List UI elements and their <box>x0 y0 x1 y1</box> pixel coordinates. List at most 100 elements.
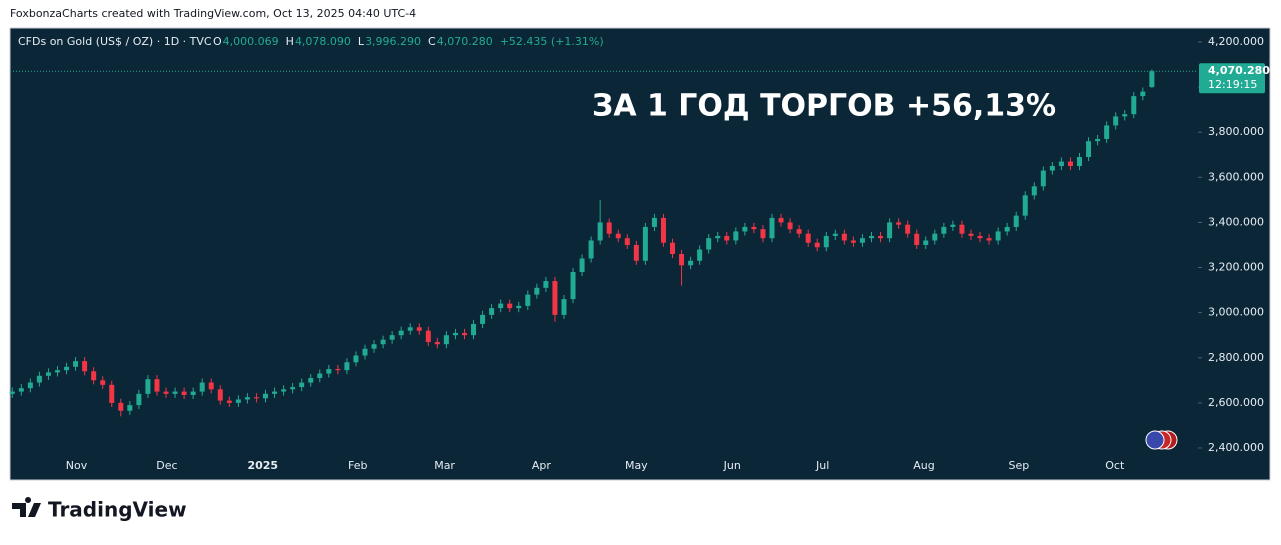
candles <box>9 69 1155 417</box>
candle-body <box>660 217 666 243</box>
candle-body <box>905 224 911 234</box>
candle-body <box>398 330 404 336</box>
candle-body <box>679 254 685 266</box>
candle-body <box>1113 116 1119 126</box>
candle-body <box>416 327 422 331</box>
candle-body <box>199 382 205 392</box>
candle-body <box>507 303 513 309</box>
candle-body <box>480 314 486 324</box>
candle-body <box>362 348 368 356</box>
candle-body <box>18 388 24 392</box>
candle-body <box>27 382 33 389</box>
header: FoxbonzaCharts created with TradingView.… <box>10 7 416 20</box>
candle-body <box>498 303 504 309</box>
annotation: ЗА 1 ГОД ТОРГОВ +56,13% <box>592 89 1056 124</box>
candle-body <box>579 258 585 273</box>
x-tick-label: Jun <box>723 459 741 472</box>
candle-body <box>914 233 920 245</box>
flags <box>1145 430 1178 450</box>
candle-body <box>787 222 793 230</box>
x-tick-label: Mar <box>434 459 455 472</box>
candle-body <box>45 372 51 376</box>
candle-body <box>923 240 929 245</box>
candle-body <box>244 397 250 400</box>
candle-body <box>145 379 151 394</box>
candle-body <box>272 391 278 394</box>
y-tick-label: 3,600.000 <box>1208 170 1264 183</box>
candle-body <box>1049 166 1055 171</box>
candle-body <box>91 371 97 381</box>
symbol: CFDs on Gold (US$ / OZ) · 1D · TVC <box>18 35 212 48</box>
candle-body <box>633 244 639 261</box>
candle-body <box>941 226 947 234</box>
candle-body <box>208 382 214 390</box>
change: +52.435 (+1.31%) <box>500 35 604 48</box>
candle-body <box>1140 91 1146 97</box>
candle-body <box>263 393 269 399</box>
candle-body <box>606 222 612 234</box>
candle-body <box>1058 161 1064 167</box>
candle-body <box>670 242 676 254</box>
candle-body <box>452 332 458 336</box>
candle-body <box>380 339 386 345</box>
candle-body <box>1095 138 1101 142</box>
candle-body <box>588 240 594 259</box>
candle-body <box>281 389 287 392</box>
candle-body <box>1077 157 1083 167</box>
candle-body <box>353 355 359 363</box>
y-tick-label: 3,000.000 <box>1208 306 1264 319</box>
candle-body <box>1040 170 1046 187</box>
candle-body <box>335 369 341 371</box>
candle-body <box>471 323 477 336</box>
candle-body <box>796 229 802 234</box>
candle-body <box>326 369 332 374</box>
candle-body <box>461 332 467 336</box>
x-tick-label: Aug <box>913 459 934 472</box>
x-tick-label: May <box>625 459 648 472</box>
x-tick-label: Jul <box>815 459 829 472</box>
candle-body <box>814 242 820 248</box>
candle-body <box>805 233 811 243</box>
candle-body <box>489 308 495 315</box>
countdown: 12:19:15 <box>1208 78 1257 91</box>
candle-body <box>1086 141 1092 158</box>
candle-body <box>308 378 314 383</box>
candle-body <box>1031 186 1037 196</box>
candle-body <box>896 222 902 225</box>
candle-body <box>832 233 838 236</box>
candle-body <box>64 366 70 371</box>
ohlc-letter: C <box>428 35 436 48</box>
candle-body <box>534 287 540 295</box>
x-tick-label: Dec <box>156 459 177 472</box>
candle-body <box>1022 195 1028 216</box>
candle-body <box>688 260 694 266</box>
ohlc-value: 4,000.069 <box>223 35 279 48</box>
y-tick-label: 2,800.000 <box>1208 351 1264 364</box>
x-tick-label: Nov <box>66 459 88 472</box>
candle-body <box>1104 125 1110 139</box>
y-tick-label: 2,600.000 <box>1208 396 1264 409</box>
x-tick-label: 2025 <box>247 459 278 472</box>
candle-body <box>950 224 956 227</box>
candle-body <box>36 375 42 383</box>
y-tick-label: 2,400.000 <box>1208 441 1264 454</box>
last-price-label: 4,070.280 <box>1208 64 1270 77</box>
candle-body <box>552 281 558 315</box>
candle-body <box>1131 96 1137 115</box>
logo-mark <box>12 497 41 517</box>
candle-body <box>823 235 829 248</box>
candle-body <box>715 235 721 239</box>
candle-body <box>868 235 874 239</box>
candle-body <box>525 294 531 306</box>
y-tick-label: 3,800.000 <box>1208 125 1264 138</box>
candle-body <box>235 399 241 403</box>
candle-body <box>516 305 522 309</box>
ohlc-value: 3,996.290 <box>365 35 421 48</box>
candle-body <box>54 370 60 373</box>
candle-body <box>778 217 784 223</box>
candle-body <box>118 402 124 411</box>
candle-body <box>109 384 115 403</box>
candle-body <box>163 391 169 394</box>
